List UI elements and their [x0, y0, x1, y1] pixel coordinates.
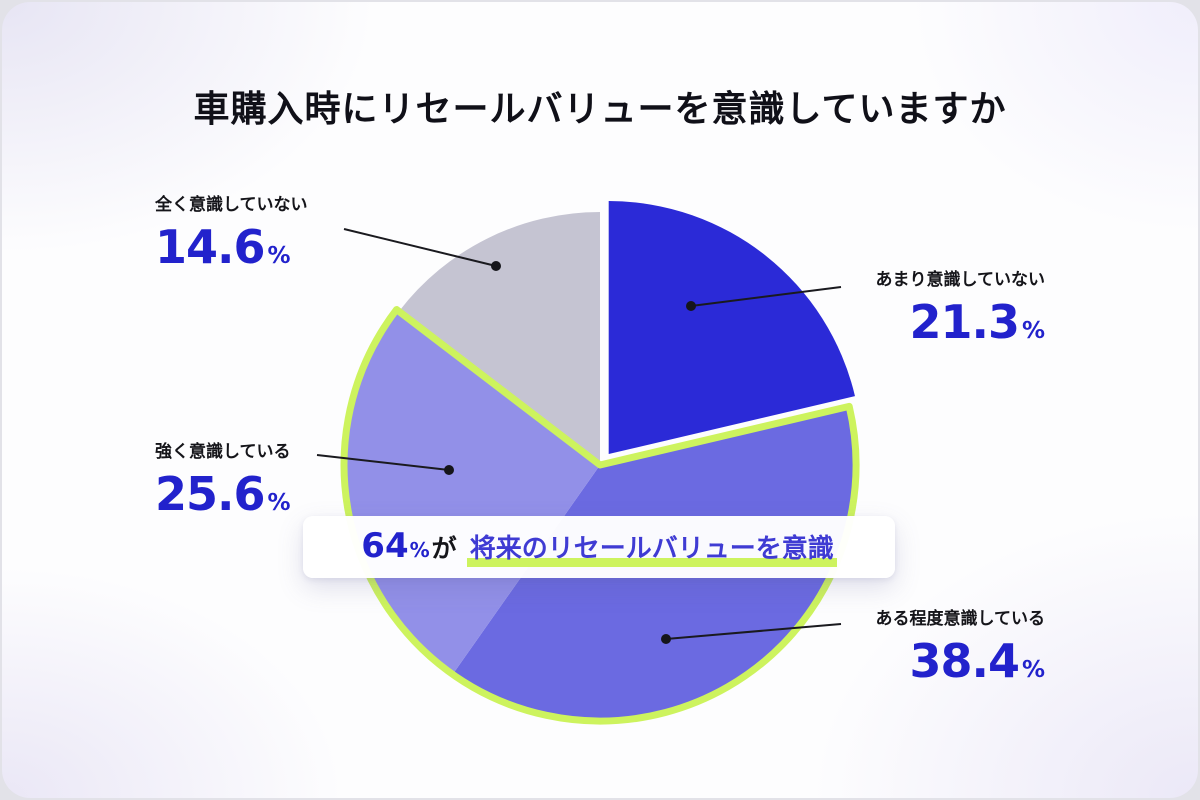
slice-value-number: 14.6: [155, 220, 265, 274]
callout-label-strongly: 強く意識している 25.6%: [155, 437, 291, 517]
slice-label-text: あまり意識していない: [875, 270, 1046, 290]
leader-line-3: [665, 623, 842, 640]
leader-dot-3: [661, 634, 671, 644]
slice-value-number: 21.3: [909, 295, 1019, 349]
annotation-percent-sign: %: [409, 538, 430, 562]
pie-slices-group: [346, 201, 855, 718]
leader-line-1: [690, 286, 842, 307]
leader-dot-2: [444, 465, 454, 475]
percent-sign: %: [267, 243, 291, 269]
callout-label-not-much: あまり意識していない 21.3%: [876, 265, 1046, 345]
pie-slice-2: [346, 311, 600, 672]
leader-dot-1: [686, 301, 696, 311]
leader-line-0: [343, 228, 497, 267]
pie-slice-3: [398, 212, 600, 465]
slice-label-text: 強く意識している: [155, 442, 291, 462]
leader-lines-group: [316, 228, 842, 644]
slice-value: 21.3%: [876, 299, 1045, 345]
slice-value-number: 38.4: [909, 634, 1019, 688]
annotation-percent-value: 64: [361, 526, 409, 566]
slice-value: 38.4%: [876, 638, 1045, 684]
chart-title: 車購入時にリセールバリューを意識していますか: [193, 89, 1007, 130]
percent-sign: %: [267, 490, 291, 516]
callout-label-somewhat: ある程度意識している 38.4%: [876, 604, 1046, 684]
slice-label-text: ある程度意識している: [875, 609, 1046, 629]
slice-value: 25.6%: [155, 471, 291, 517]
percent-sign: %: [1021, 657, 1045, 683]
slice-label-text: 全く意識していない: [155, 195, 308, 215]
percent-sign: %: [1021, 318, 1045, 344]
slice-value: 14.6%: [155, 224, 308, 270]
leader-line-2: [316, 454, 450, 471]
callout-label-not-at-all: 全く意識していない 14.6%: [155, 190, 308, 270]
slice-value-number: 25.6: [155, 467, 265, 521]
annotation-highlighted-text: 将来のリセールバリューを意識: [466, 534, 837, 567]
annotation-particle: が: [431, 534, 457, 563]
pie-slice-0: [608, 201, 855, 455]
leader-dot-0: [491, 261, 501, 271]
annotation-box: 64%が 将来のリセールバリューを意識: [303, 516, 895, 578]
